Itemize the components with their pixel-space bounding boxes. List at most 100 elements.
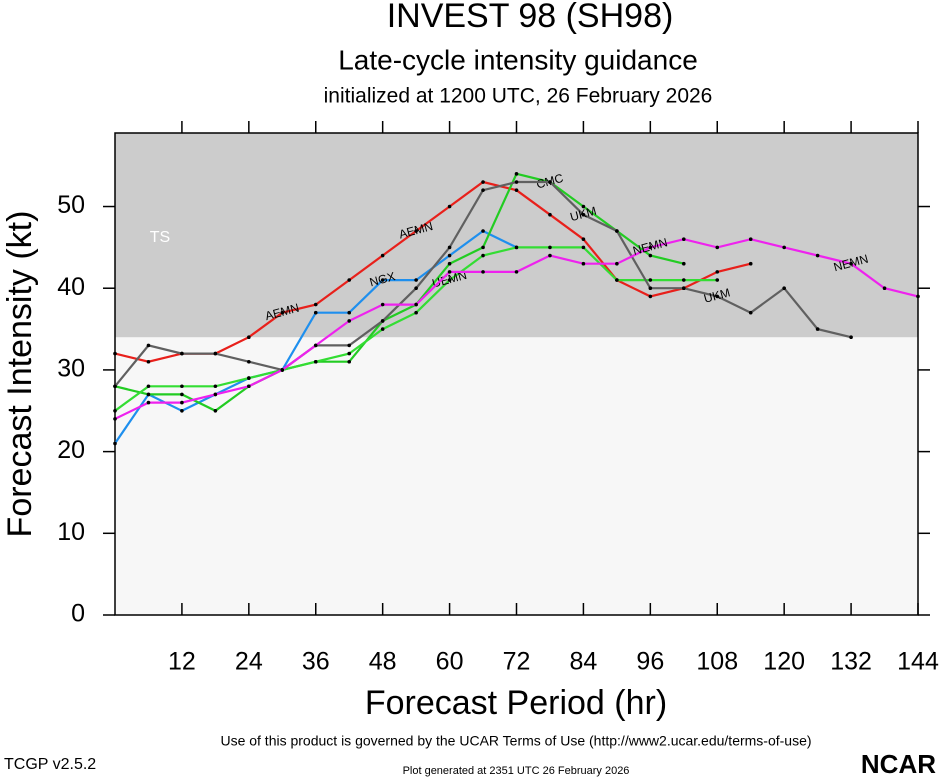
- point: [280, 368, 285, 372]
- point: [447, 278, 452, 282]
- point: [748, 310, 753, 315]
- chart-subtitle: Late-cycle intensity guidance: [338, 44, 698, 75]
- point: [247, 359, 251, 364]
- point: [380, 302, 385, 307]
- point: [481, 245, 485, 250]
- point: [313, 310, 318, 315]
- point: [481, 270, 485, 274]
- point: [213, 392, 218, 397]
- point: [146, 400, 151, 405]
- point: [581, 204, 586, 209]
- y-axis-label: Forecast Intensity (kt): [1, 211, 39, 538]
- point: [815, 327, 820, 331]
- series-line: [114, 180, 751, 363]
- x-tick-label: 132: [830, 648, 872, 676]
- point: [514, 188, 519, 192]
- point: [414, 278, 418, 282]
- point: [514, 245, 519, 250]
- point: [180, 351, 184, 356]
- point: [916, 294, 920, 299]
- point: [514, 172, 519, 176]
- point: [414, 286, 418, 291]
- point: [280, 310, 285, 315]
- point: [548, 245, 552, 250]
- point: [213, 384, 218, 389]
- point: [782, 245, 786, 250]
- point: [113, 417, 117, 421]
- point: [514, 270, 519, 274]
- y-tick-label: 10: [57, 518, 85, 546]
- point: [380, 327, 385, 331]
- point: [146, 359, 151, 364]
- point: [648, 294, 653, 299]
- x-tick-label: 96: [636, 648, 664, 676]
- point: [514, 180, 519, 184]
- point: [247, 384, 251, 389]
- point: [414, 229, 418, 233]
- point: [481, 229, 485, 233]
- point: [748, 237, 753, 242]
- point: [447, 261, 452, 266]
- x-tick-label: 120: [763, 648, 805, 676]
- point: [113, 408, 117, 413]
- point: [715, 294, 720, 299]
- point: [347, 359, 352, 364]
- point: [681, 286, 686, 291]
- point: [113, 441, 117, 446]
- point: [180, 400, 184, 405]
- logo: NCAR: [861, 749, 936, 779]
- point: [715, 270, 720, 274]
- point: [247, 376, 251, 380]
- y-tick-label: 50: [57, 191, 85, 219]
- ts-region: [115, 133, 918, 338]
- x-tick-label: 36: [302, 648, 330, 676]
- point: [247, 335, 251, 340]
- point: [581, 212, 586, 217]
- point: [581, 261, 586, 266]
- point: [548, 212, 552, 217]
- point: [213, 351, 218, 356]
- point: [447, 253, 452, 258]
- point: [347, 343, 352, 348]
- point: [347, 319, 352, 323]
- point: [313, 302, 318, 307]
- point: [782, 286, 786, 291]
- y-tick-label: 30: [57, 355, 85, 383]
- x-tick-label: 108: [696, 648, 738, 676]
- series-label: NGX: [368, 269, 397, 289]
- x-axis-label: Forecast Period (hr): [365, 684, 667, 722]
- point: [581, 237, 586, 242]
- ts-label: TS: [150, 229, 170, 246]
- point: [715, 278, 720, 282]
- point: [146, 384, 151, 389]
- point: [615, 278, 619, 282]
- point: [347, 278, 352, 282]
- y-tick-label: 40: [57, 273, 85, 301]
- point: [849, 261, 853, 266]
- point: [681, 237, 686, 242]
- x-tick-label: 48: [369, 648, 397, 676]
- point: [481, 188, 485, 192]
- x-tick-label: 60: [436, 648, 464, 676]
- point: [313, 359, 318, 364]
- point: [380, 278, 385, 282]
- point: [648, 253, 653, 258]
- point: [681, 261, 686, 266]
- point: [849, 335, 853, 340]
- x-tick-label: 144: [897, 648, 939, 676]
- footer: Use of this product is governed by the U…: [220, 733, 811, 749]
- x-tick-label: 72: [503, 648, 531, 676]
- x-tick-label: 12: [168, 648, 196, 676]
- point: [380, 253, 385, 258]
- point: [414, 302, 418, 307]
- point: [882, 286, 887, 291]
- point: [715, 245, 720, 250]
- point: [380, 319, 385, 323]
- point: [815, 253, 820, 258]
- point: [648, 286, 653, 291]
- point: [615, 229, 619, 233]
- point: [180, 408, 184, 413]
- chart-title: INVEST 98 (SH98): [387, 0, 674, 35]
- point: [447, 245, 452, 250]
